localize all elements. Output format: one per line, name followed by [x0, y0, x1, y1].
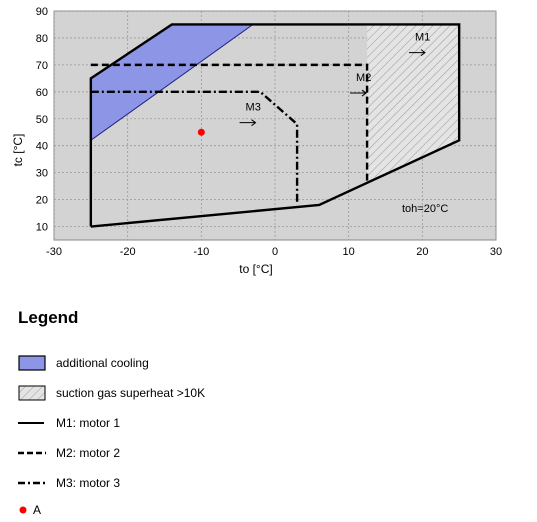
series-label-m2: M2 — [356, 72, 371, 84]
arrow-head-icon — [361, 89, 367, 97]
y-tick-label: 10 — [36, 222, 48, 234]
series-labels: M1 M2 M3 — [239, 32, 430, 127]
y-tick-label: 50 — [36, 114, 48, 126]
region-superheat — [367, 24, 460, 181]
legend-item: M3: motor 3 — [18, 468, 518, 498]
envelope-m3 — [90, 90, 299, 203]
series-label-m3: M3 — [246, 102, 261, 114]
annotation-toh: toh=20°C — [402, 203, 448, 215]
x-tick-label: -30 — [46, 246, 62, 258]
x-tick-label: -20 — [120, 246, 136, 258]
legend-swatch-fill-hatch-icon — [18, 385, 48, 401]
legend-item: M1: motor 1 — [18, 408, 518, 438]
legend-item: A — [18, 498, 518, 522]
legend-swatch-fill-blue-icon — [18, 355, 48, 371]
legend-swatch-line-dashdot-icon — [18, 475, 48, 491]
legend-item-label: M2: motor 2 — [56, 446, 121, 460]
legend: Legend additional cooling suction gas sup… — [18, 308, 518, 522]
legend-title: Legend — [18, 308, 79, 327]
y-tick-label: 70 — [36, 60, 48, 72]
y-tick-label: 80 — [36, 33, 48, 45]
axis-ticks: 10 20 30 40 50 60 70 80 90 -30 -20 -10 0 10 20 30 — [36, 6, 502, 258]
legend-item-label: M1: motor 1 — [56, 416, 121, 430]
legend-item: suction gas superheat >10K — [18, 378, 518, 408]
data-points — [197, 128, 205, 136]
legend-item: M2: motor 2 — [18, 438, 518, 468]
y-tick-label: 20 — [36, 195, 48, 207]
envelope-m1 — [89, 23, 461, 228]
legend-item-label: suction gas superheat >10K — [56, 386, 206, 400]
y-tick-label: 90 — [36, 6, 48, 18]
y-tick-label: 30 — [36, 168, 48, 180]
envelope-m2 — [90, 63, 369, 181]
legend-swatch-line-dashed-icon — [18, 445, 48, 461]
x-tick-label: 20 — [416, 246, 428, 258]
arrow-head-icon — [251, 119, 257, 127]
series-label-m1: M1 — [415, 32, 430, 44]
legend-item-label: additional cooling — [56, 356, 149, 370]
arrow-head-icon — [420, 49, 426, 57]
x-tick-label: 30 — [490, 246, 502, 258]
envelope-lines — [89, 23, 461, 228]
legend-item: additional cooling — [18, 348, 518, 378]
x-axis-label: to [°C] — [239, 262, 272, 276]
y-tick-label: 60 — [36, 87, 48, 99]
x-tick-label: -10 — [193, 246, 209, 258]
legend-item-label: M3: motor 3 — [56, 476, 121, 490]
envelope-chart: M1 M2 M3 10 20 30 40 50 60 70 80 90 -30 -20 -10 0 10 20 3… — [11, 6, 502, 276]
x-tick-label: 10 — [343, 246, 355, 258]
legend-swatch-dot-red-icon — [18, 502, 30, 518]
point-a — [197, 128, 205, 136]
y-axis-label: tc [°C] — [11, 134, 25, 167]
x-tick-label: 0 — [272, 246, 278, 258]
legend-swatch-line-solid-icon — [18, 415, 48, 431]
legend-item-label: A — [33, 503, 42, 517]
y-tick-label: 40 — [36, 141, 48, 153]
